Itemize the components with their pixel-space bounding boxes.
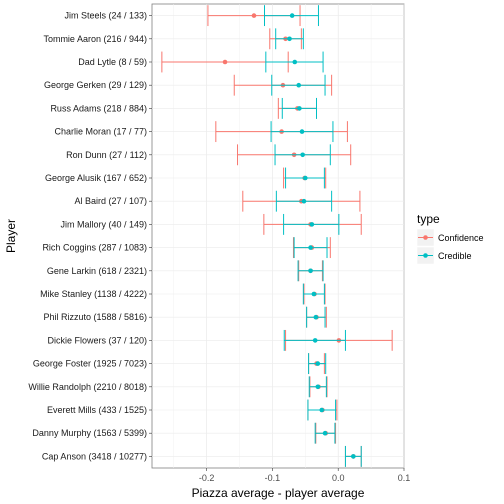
y-tick-label: Dad Lytle (8 / 59) (78, 57, 147, 67)
plot-panel (151, 3, 405, 469)
y-tick-label: Rich Coggins (287 / 1083) (42, 243, 147, 253)
estimate-point (297, 106, 302, 111)
y-tick-label: Tommie Aaron (216 / 944) (43, 34, 147, 44)
estimate-point (308, 268, 313, 274)
y-tick-label: Phil Rizzuto (1588 / 5816) (43, 312, 147, 322)
estimate-point (300, 152, 305, 158)
y-tick-label: Gene Larkin (618 / 2321) (47, 266, 147, 276)
x-tick-label: -0.2 (199, 473, 215, 483)
y-tick-label: George Alusik (167 / 652) (45, 173, 147, 183)
estimate-point (299, 129, 305, 134)
legend-label: Confidence (438, 233, 484, 243)
estimate-point (303, 175, 308, 181)
x-axis: -0.2 -0.1 0.0 0.1 (199, 468, 410, 483)
y-tick-label: Ron Dunn (27 / 112) (66, 150, 147, 160)
estimate-point (319, 407, 325, 413)
y-tick-label: Jim Steels (24 / 133) (64, 11, 147, 21)
estimate-point (289, 13, 295, 18)
legend: type Confidence Credible (416, 212, 484, 265)
y-tick-label: Danny Murphy (1563 / 5399) (32, 428, 147, 438)
estimate-point (313, 314, 319, 320)
y-tick-label: Mike Stanley (1138 / 4222) (40, 289, 147, 299)
estimate-point (312, 338, 318, 343)
y-tick-label: Russ Adams (218 / 884) (50, 103, 147, 113)
y-tick-label: Cap Anson (3418 / 10277) (42, 451, 147, 461)
y-tick-label: George Foster (1925 / 7023) (33, 359, 147, 369)
estimate-point (222, 59, 228, 65)
x-axis-title: Piazza average - player average (192, 486, 365, 500)
y-axis-title: Player (4, 219, 18, 253)
legend-label: Credible (438, 251, 472, 261)
estimate-point (296, 82, 302, 88)
estimate-point (315, 361, 321, 366)
y-axis: Jim Steels (24 / 133) Tommie Aaron (216 /… (28, 11, 152, 461)
y-tick-label: Everett Mills (433 / 1525) (47, 405, 147, 415)
legend-key-point (423, 235, 428, 240)
y-tick-label: Jim Mallory (40 / 149) (60, 219, 147, 229)
estimate-point (308, 245, 313, 250)
y-tick-label: Willie Randolph (2210 / 8018) (28, 382, 147, 392)
y-tick-label: George Gerken (29 / 129) (44, 80, 147, 90)
estimate-point (287, 36, 292, 42)
legend-key-point (423, 253, 428, 258)
marks-layer (161, 5, 393, 467)
y-tick-label: Al Baird (27 / 107) (74, 196, 147, 206)
x-tick-label: 0.1 (398, 473, 411, 483)
estimate-point (309, 222, 315, 227)
estimate-point (322, 430, 328, 436)
estimate-point (351, 454, 356, 459)
estimate-point (315, 384, 321, 390)
y-tick-label: Dickie Flowers (37 / 120) (47, 335, 147, 345)
x-tick-label: 0.0 (332, 473, 345, 483)
estimate-point (251, 13, 257, 18)
estimate-point (311, 291, 317, 297)
estimate-point (292, 59, 298, 65)
y-tick-label: Charlie Moran (17 / 77) (54, 127, 147, 137)
x-tick-label: -0.1 (265, 473, 281, 483)
estimate-point (301, 198, 307, 204)
legend-title: type (417, 212, 440, 226)
